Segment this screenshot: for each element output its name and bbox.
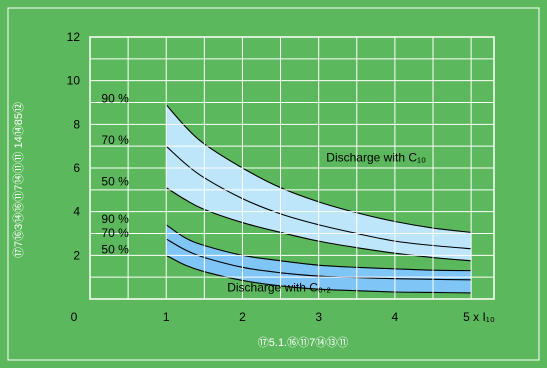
curve-70-band-2	[165, 238, 472, 281]
y-tick-label-2: 4	[73, 205, 80, 219]
curve-labels: 90 %70 %50 %90 %70 %50 %Discharge with C…	[101, 92, 426, 295]
x-tick-label-5: 4	[392, 310, 399, 324]
outer-frame	[7, 7, 540, 361]
curve-percent-label-4: 90 %	[101, 212, 129, 226]
annotation-2: Discharge with C₀.₂	[227, 280, 331, 294]
y-tick-label-4: 8	[73, 117, 80, 131]
curves	[165, 104, 472, 294]
x-tick-label-6: 5 x I₁₀	[463, 310, 495, 324]
x-tick-label-3: 2	[239, 310, 246, 324]
y-tick-label-1: 2	[73, 248, 80, 262]
curve-percent-label-5: 70 %	[101, 226, 129, 240]
curve-90-band-2	[165, 224, 472, 272]
y-axis-label: ⑰7⑯3⑭⑯⑪7⑭⑪⑪ 14⑭85⑫	[12, 102, 25, 258]
x-tick-label-2: 1	[163, 310, 170, 324]
curve-50-band-2	[165, 254, 472, 294]
y-tick-label-5: 10	[67, 74, 81, 88]
curve-percent-label-1: 90 %	[101, 92, 129, 106]
curve-percent-label-6: 50 %	[101, 242, 129, 256]
curve-90-band-1	[165, 104, 472, 233]
x-tick-label-4: 3	[315, 310, 322, 324]
x-tick-label-1: 0	[71, 310, 78, 324]
axes	[89, 36, 495, 300]
x-axis-label: ⑰5.1.⑯⑪7⑭⑬⑪	[258, 336, 348, 349]
curve-percent-label-2: 70 %	[101, 133, 129, 147]
y-tick-label-3: 6	[73, 161, 80, 175]
plot-border	[89, 36, 495, 300]
curve-70-band-1	[165, 145, 472, 250]
curve-percent-label-3: 50 %	[101, 175, 129, 189]
annotation-1: Discharge with C₁₀	[326, 150, 426, 164]
y-tick-label-6: 12	[67, 30, 81, 44]
